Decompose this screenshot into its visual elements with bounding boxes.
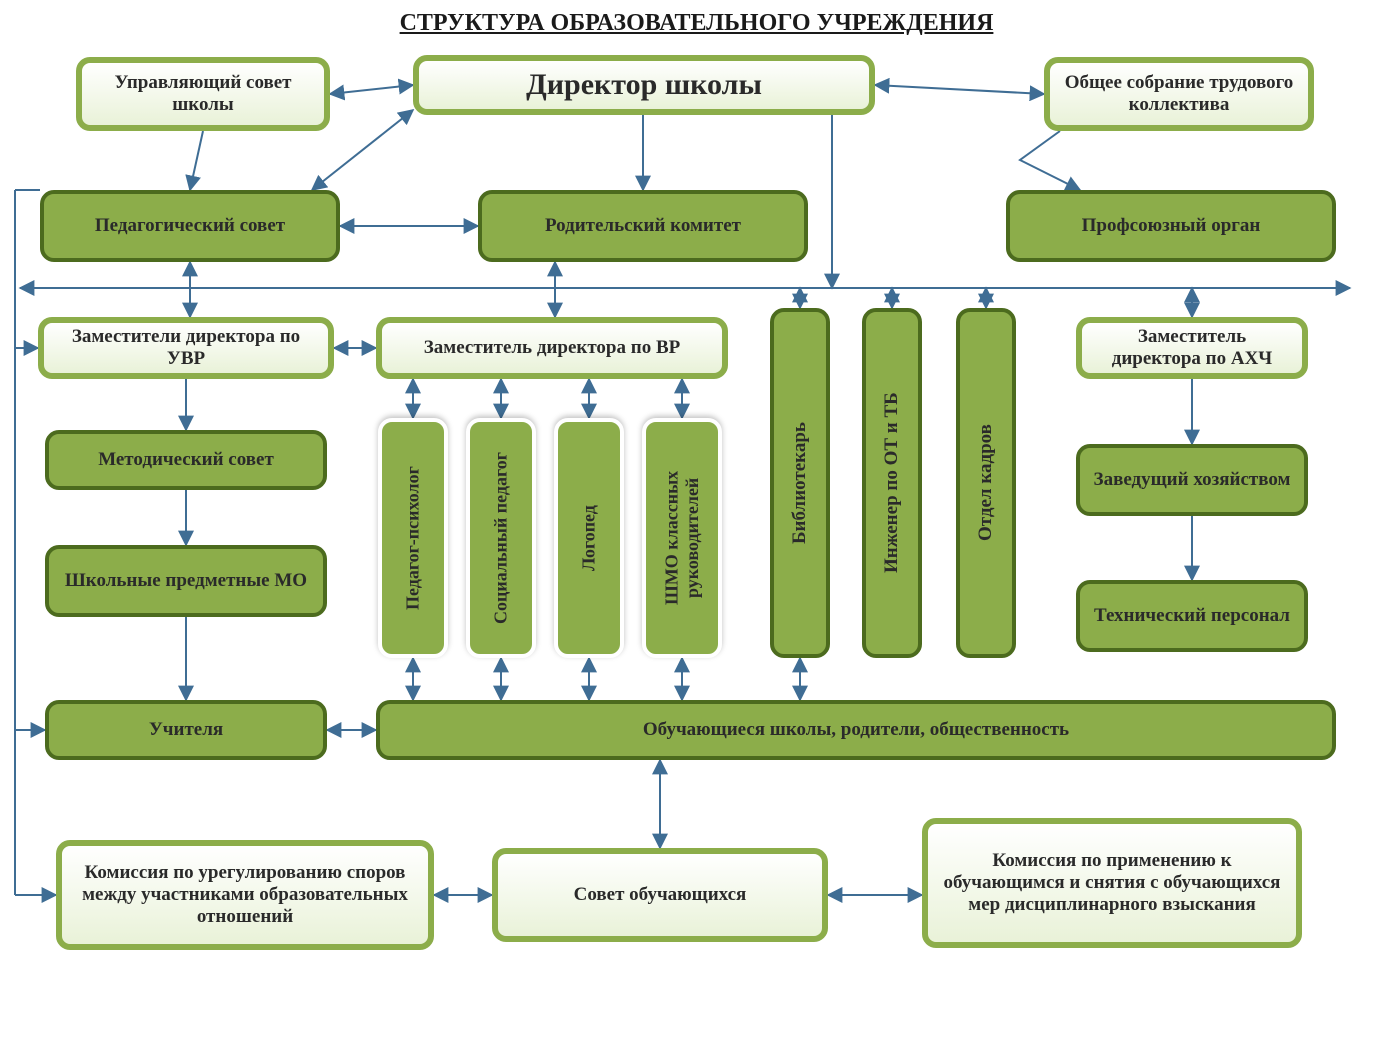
node-method-council: Методический совет xyxy=(45,430,327,490)
node-shmo: ШМО классных руководителей xyxy=(642,418,722,658)
node-governing-council: Управляющий совет школы xyxy=(76,57,330,131)
node-logoped: Логопед xyxy=(554,418,624,658)
node-hr: Отдел кадров xyxy=(956,308,1016,658)
node-student-council: Совет обучающихся xyxy=(492,848,828,942)
diagram-canvas: СТРУКТУРА ОБРАЗОВАТЕЛЬНОГО УЧРЕЖДЕНИЯ xyxy=(0,0,1393,1047)
node-dispute-commission: Комиссия по урегулированию споров между … xyxy=(56,840,434,950)
node-director: Директор школы xyxy=(413,55,875,115)
node-soc-pedagog: Социальный педагог xyxy=(466,418,536,658)
node-community: Обучающиеся школы, родители, общественно… xyxy=(376,700,1336,760)
node-deputy-akh: Заместитель директора по АХЧ xyxy=(1076,317,1308,379)
node-general-meeting: Общее собрание трудового коллектива xyxy=(1044,57,1314,131)
node-deputy-vr: Заместитель директора по ВР xyxy=(376,317,728,379)
node-librarian: Библиотекарь xyxy=(770,308,830,658)
node-ped-psycholog: Педагог-психолог xyxy=(378,418,448,658)
diagram-title: СТРУКТУРА ОБРАЗОВАТЕЛЬНОГО УЧРЕЖДЕНИЯ xyxy=(0,10,1393,37)
node-parents-committee: Родительский комитет xyxy=(478,190,808,262)
node-deputy-uvr: Заместители директора по УВР xyxy=(38,317,334,379)
node-subject-mo: Школьные предметные МО xyxy=(45,545,327,617)
node-ped-council: Педагогический совет xyxy=(40,190,340,262)
node-discipline-commission: Комиссия по применению к обучающимся и с… xyxy=(922,818,1302,948)
node-household: Заведущий хозяйством xyxy=(1076,444,1308,516)
node-ot-tb: Инженер по ОТ и ТБ xyxy=(862,308,922,658)
node-teachers: Учителя xyxy=(45,700,327,760)
node-union: Профсоюзный орган xyxy=(1006,190,1336,262)
node-tech-staff: Технический персонал xyxy=(1076,580,1308,652)
